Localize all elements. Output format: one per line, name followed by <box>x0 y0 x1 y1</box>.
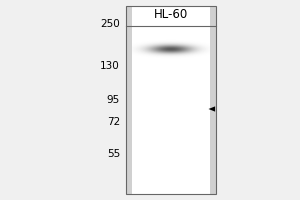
Text: 72: 72 <box>107 117 120 127</box>
Text: 55: 55 <box>107 149 120 159</box>
Bar <box>132 6 210 194</box>
Text: 250: 250 <box>100 19 120 29</box>
Bar <box>126 6 216 194</box>
Text: 95: 95 <box>107 95 120 105</box>
Text: HL-60: HL-60 <box>154 7 188 21</box>
Polygon shape <box>208 106 215 112</box>
Bar <box>126 6 216 194</box>
Text: 130: 130 <box>100 61 120 71</box>
